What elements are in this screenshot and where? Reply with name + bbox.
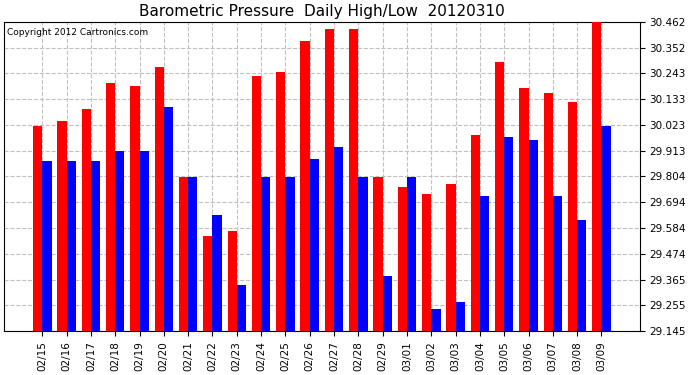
Bar xyxy=(349,29,358,331)
Bar xyxy=(577,220,586,331)
Bar xyxy=(164,107,173,331)
Bar xyxy=(544,93,553,331)
Bar xyxy=(568,102,577,331)
Bar xyxy=(188,177,197,331)
Bar xyxy=(495,62,504,331)
Bar xyxy=(237,285,246,331)
Bar xyxy=(471,135,480,331)
Bar xyxy=(407,177,416,331)
Bar xyxy=(602,126,611,331)
Bar xyxy=(310,159,319,331)
Bar xyxy=(300,41,310,331)
Bar xyxy=(373,177,383,331)
Bar xyxy=(115,152,124,331)
Bar xyxy=(383,276,392,331)
Bar xyxy=(455,302,465,331)
Bar xyxy=(42,161,52,331)
Bar xyxy=(358,177,368,331)
Bar xyxy=(213,215,221,331)
Title: Barometric Pressure  Daily High/Low  20120310: Barometric Pressure Daily High/Low 20120… xyxy=(139,4,505,19)
Bar xyxy=(431,309,440,331)
Bar xyxy=(276,72,286,331)
Text: Copyright 2012 Cartronics.com: Copyright 2012 Cartronics.com xyxy=(8,28,148,37)
Bar xyxy=(33,126,42,331)
Bar xyxy=(397,187,407,331)
Bar xyxy=(155,67,164,331)
Bar xyxy=(520,88,529,331)
Bar xyxy=(81,109,91,331)
Bar xyxy=(139,152,149,331)
Bar xyxy=(422,194,431,331)
Bar xyxy=(91,161,100,331)
Bar xyxy=(592,22,602,331)
Bar xyxy=(228,231,237,331)
Bar xyxy=(334,147,344,331)
Bar xyxy=(106,83,115,331)
Bar xyxy=(504,137,513,331)
Bar xyxy=(529,140,538,331)
Bar xyxy=(179,177,188,331)
Bar xyxy=(261,177,270,331)
Bar xyxy=(204,236,213,331)
Bar xyxy=(553,196,562,331)
Bar xyxy=(480,196,489,331)
Bar xyxy=(130,86,139,331)
Bar xyxy=(67,161,76,331)
Bar xyxy=(286,177,295,331)
Bar xyxy=(57,121,67,331)
Bar xyxy=(446,184,455,331)
Bar xyxy=(252,76,261,331)
Bar xyxy=(325,29,334,331)
